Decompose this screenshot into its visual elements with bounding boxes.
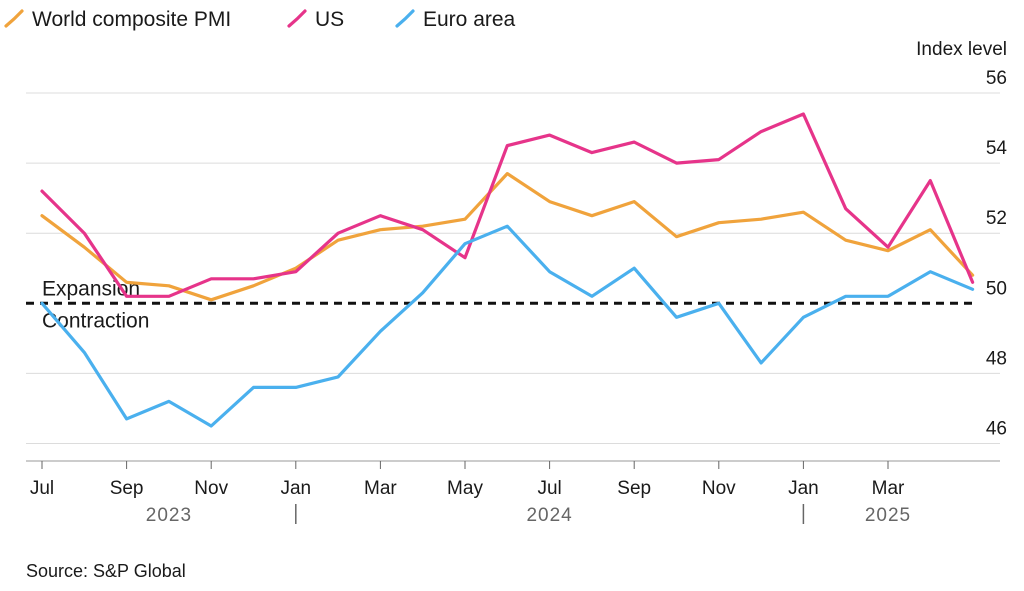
y-tick-label-54: 54 — [986, 138, 1008, 159]
y-tick-label-48: 48 — [986, 348, 1007, 369]
y-axis-label: Index level — [916, 39, 1007, 60]
legend: World composite PMI US Euro area — [4, 8, 516, 31]
expansion-label: Expansion — [42, 277, 140, 300]
x-tick-label: Mar — [872, 478, 905, 499]
legend-item-euro-area: Euro area — [395, 8, 516, 31]
x-tick-label: Nov — [194, 478, 228, 499]
x-tick-label: Sep — [110, 478, 144, 499]
x-tick-label: Jan — [280, 478, 311, 499]
x-tick-label: Sep — [617, 478, 651, 499]
year-labels: 2023 2024 2025 — [146, 504, 911, 526]
x-tick-label: May — [447, 478, 483, 499]
year-label-2024: 2024 — [526, 505, 572, 526]
year-label-2025: 2025 — [865, 505, 911, 526]
legend-swatch-us — [287, 9, 307, 28]
y-tick-label-52: 52 — [986, 208, 1007, 229]
legend-item-us: US — [287, 8, 344, 31]
year-label-2023: 2023 — [146, 505, 192, 526]
x-ticks: Jul Sep Nov Jan Mar May Jul Sep Nov Jan Mar — [30, 461, 905, 499]
legend-item-world-composite-pmi: World composite PMI — [4, 8, 231, 31]
legend-swatch-euro-area — [395, 9, 415, 28]
y-tick-labels: 46 48 50 52 54 56 — [986, 68, 1008, 439]
x-tick-label: Nov — [702, 478, 736, 499]
y-tick-label-50: 50 — [986, 278, 1007, 299]
source-note: Source: S&P Global — [26, 561, 186, 581]
legend-label-euro-area: Euro area — [423, 8, 516, 31]
series-line-world-composite-pmi — [40, 172, 975, 302]
x-tick-label: Mar — [364, 478, 397, 499]
legend-label-us: US — [315, 8, 344, 31]
threshold-group: Expansion Contraction — [26, 277, 975, 332]
x-tick-label: Jan — [788, 478, 819, 499]
x-tick-label: Jul — [537, 478, 561, 499]
series-line-us — [40, 112, 975, 298]
y-tick-label-46: 46 — [986, 418, 1007, 439]
contraction-label: Contraction — [42, 309, 149, 332]
series-lines — [40, 112, 975, 428]
x-tick-label: Jul — [30, 478, 54, 499]
series-line-euro-area — [40, 224, 975, 428]
y-tick-label-56: 56 — [986, 68, 1007, 89]
legend-label-world-composite-pmi: World composite PMI — [32, 8, 231, 31]
legend-swatch-world-composite-pmi — [4, 9, 24, 28]
